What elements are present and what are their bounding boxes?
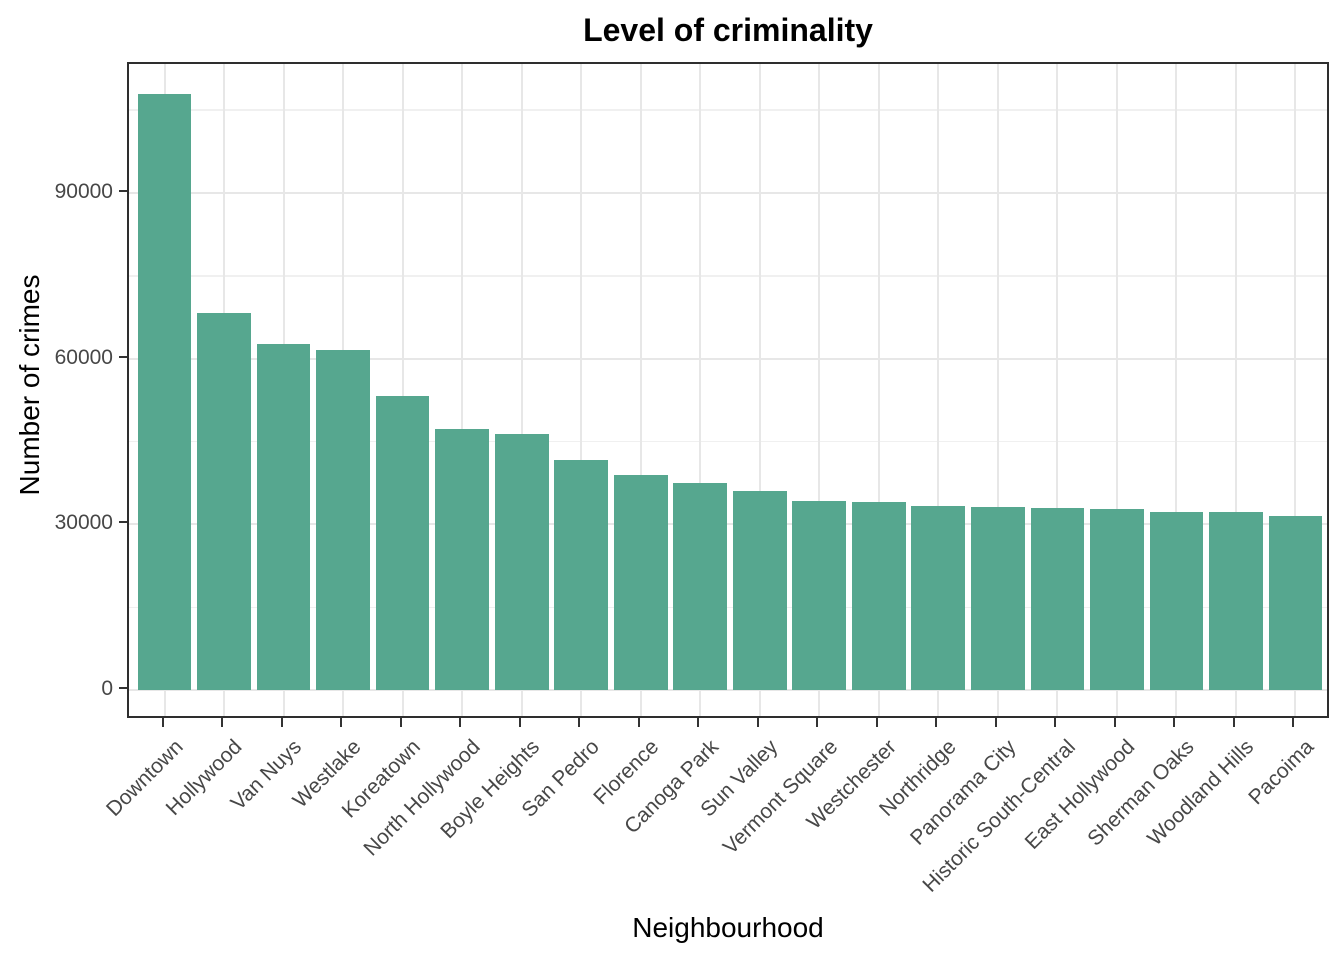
gridline-major-x xyxy=(639,64,642,716)
gridline-major-x xyxy=(996,64,999,716)
y-tick xyxy=(119,355,127,358)
bar xyxy=(316,349,370,691)
gridline-minor-y xyxy=(129,440,1327,443)
gridline-major-x xyxy=(818,64,821,716)
x-tick-label: Pacoima xyxy=(1243,735,1318,810)
x-tick xyxy=(1054,718,1057,727)
bar xyxy=(851,501,906,691)
y-tick-label: 60000 xyxy=(54,345,113,369)
gridline-major-x xyxy=(520,64,523,716)
gridline-major-y xyxy=(129,191,1327,194)
y-tick xyxy=(119,189,127,192)
gridline-major-x xyxy=(1234,64,1237,716)
x-tick xyxy=(1232,718,1235,727)
gridline-major-y xyxy=(129,689,1327,692)
y-tick-label: 0 xyxy=(101,677,113,701)
x-tick xyxy=(459,718,462,727)
y-tick xyxy=(119,687,127,690)
bar xyxy=(613,474,668,691)
bar xyxy=(673,483,728,691)
bar xyxy=(1209,512,1263,691)
gridline-minor-y xyxy=(129,606,1327,609)
x-tick xyxy=(697,718,700,727)
gridline-major-x xyxy=(461,64,464,716)
bar xyxy=(494,434,549,691)
gridline-major-x xyxy=(1115,64,1118,716)
bar xyxy=(137,93,192,691)
bar xyxy=(1149,511,1204,691)
gridline-major-x xyxy=(1056,64,1059,716)
x-tick-label: Sherman Oaks xyxy=(1083,735,1199,851)
x-tick xyxy=(935,718,938,727)
bar xyxy=(792,500,847,691)
x-tick-label: Woodland Hills xyxy=(1143,735,1259,851)
x-tick xyxy=(518,718,521,727)
bar xyxy=(970,507,1025,691)
bar xyxy=(732,491,787,691)
y-tick-label: 90000 xyxy=(54,179,113,203)
gridline-major-y xyxy=(129,523,1327,526)
gridline-major-x xyxy=(1175,64,1178,716)
gridline-major-x xyxy=(758,64,761,716)
x-tick xyxy=(1173,718,1176,727)
bar xyxy=(435,428,489,691)
x-tick xyxy=(399,718,402,727)
x-tick xyxy=(994,718,997,727)
gridline-minor-y xyxy=(129,109,1327,111)
bar xyxy=(911,506,966,691)
gridline-minor-y xyxy=(129,275,1327,277)
x-tick xyxy=(280,718,283,727)
x-tick xyxy=(221,718,224,727)
y-tick-label: 30000 xyxy=(54,511,113,535)
gridline-major-x xyxy=(580,64,583,716)
x-tick xyxy=(340,718,343,727)
gridline-major-x xyxy=(877,64,880,716)
x-tick xyxy=(816,718,819,727)
bar xyxy=(1268,515,1323,691)
gridline-major-x xyxy=(699,64,702,716)
bar xyxy=(1030,508,1085,691)
x-tick-label: Panorama City xyxy=(905,735,1021,850)
gridline-major-x xyxy=(401,64,404,716)
x-tick xyxy=(637,718,640,727)
x-tick xyxy=(1292,718,1295,727)
x-tick xyxy=(1113,718,1116,727)
y-tick xyxy=(119,521,127,524)
y-axis-title: Number of crimes xyxy=(14,274,45,496)
plot-panel xyxy=(127,62,1329,718)
bar xyxy=(197,312,251,691)
x-tick xyxy=(756,718,759,727)
gridline-major-x xyxy=(1294,64,1297,716)
gridline-major-y xyxy=(129,357,1327,360)
x-tick xyxy=(161,718,164,727)
bar xyxy=(1090,509,1144,691)
bar xyxy=(554,460,608,691)
x-tick xyxy=(578,718,581,727)
x-tick xyxy=(875,718,878,727)
chart-title: Level of criminality xyxy=(583,12,873,48)
gridline-major-x xyxy=(937,64,940,716)
bar xyxy=(256,343,311,691)
x-axis-title: Neighbourhood xyxy=(632,912,824,943)
bar xyxy=(375,395,430,691)
